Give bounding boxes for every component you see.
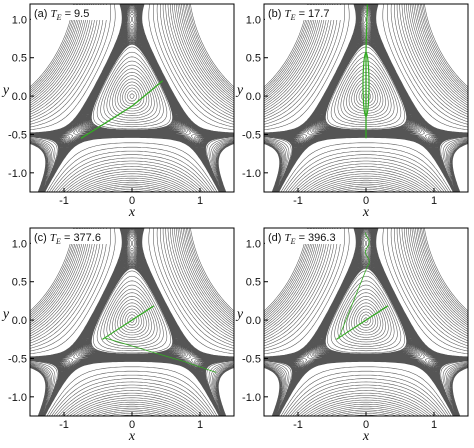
y-tick-label: 1.0 bbox=[12, 238, 27, 250]
trajectory-line bbox=[365, 4, 369, 139]
y-tick-label: 0.0 bbox=[12, 315, 27, 327]
y-tick-label: 0.5 bbox=[246, 53, 261, 65]
x-axis-label: x bbox=[362, 205, 370, 220]
trajectory-line bbox=[80, 80, 164, 139]
x-tick-label: 1 bbox=[197, 419, 203, 431]
panel-label: (a) TE = 9.5 bbox=[34, 8, 89, 22]
x-tick-label: 1 bbox=[431, 195, 437, 207]
contour-lines bbox=[30, 228, 234, 416]
y-tick-label: -0.5 bbox=[8, 129, 27, 141]
contour-lines bbox=[264, 228, 468, 416]
contour-path bbox=[30, 228, 234, 416]
y-tick-label: 1.0 bbox=[246, 14, 261, 26]
panel-c: -1 0 1 -1.0 -0.5 0.0 0.5 1.0 x y (c) TE = 377.6 bbox=[1, 227, 235, 444]
y-tick-label: -0.5 bbox=[8, 353, 27, 365]
panel-label-bg bbox=[265, 229, 343, 244]
contour-path bbox=[264, 228, 468, 416]
x-tick-label: 0 bbox=[129, 195, 135, 207]
y-tick-label: 0.5 bbox=[246, 277, 261, 289]
y-tick-label: 0.0 bbox=[246, 91, 261, 103]
y-tick-label: -0.5 bbox=[242, 129, 261, 141]
y-tick-label: 1.0 bbox=[12, 14, 27, 26]
x-axis-label: x bbox=[128, 205, 136, 220]
x-tick-label: 1 bbox=[431, 419, 437, 431]
y-tick-label: -1.0 bbox=[8, 168, 27, 180]
panel-a: -1 0 1 -1.0 -0.5 0.0 0.5 1.0 x y (a) TE = 9.5 bbox=[1, 3, 235, 220]
x-tick-label: -1 bbox=[293, 419, 303, 431]
x-tick-label: -1 bbox=[293, 195, 303, 207]
panel-label-bg bbox=[265, 5, 343, 20]
x-tick-label: 1 bbox=[197, 195, 203, 207]
x-axis-label: x bbox=[128, 429, 136, 444]
panel-label: (c) TE = 377.6 bbox=[34, 232, 101, 246]
x-axis-label: x bbox=[362, 429, 370, 444]
y-tick-label: 0.0 bbox=[246, 315, 261, 327]
x-tick-label: 0 bbox=[129, 419, 135, 431]
contour-path bbox=[264, 4, 468, 192]
y-tick-label: 0.0 bbox=[12, 91, 27, 103]
panel-label: (b) TE = 17.7 bbox=[268, 8, 329, 22]
panel-label-bg bbox=[31, 229, 109, 244]
panel-label-bg bbox=[31, 5, 109, 20]
contour-lines bbox=[264, 4, 468, 192]
y-tick-label: 1.0 bbox=[246, 238, 261, 250]
y-axis-label: y bbox=[1, 83, 10, 98]
panel-label: (d) TE = 396.3 bbox=[268, 232, 336, 246]
y-tick-label: 0.5 bbox=[12, 277, 27, 289]
x-tick-label: 0 bbox=[363, 195, 369, 207]
x-tick-label: 0 bbox=[363, 419, 369, 431]
trajectory-line bbox=[102, 305, 217, 373]
contour-path bbox=[30, 4, 234, 192]
y-axis-label: y bbox=[1, 307, 10, 322]
trajectory-line bbox=[336, 232, 389, 340]
y-tick-label: -0.5 bbox=[242, 353, 261, 365]
x-tick-label: -1 bbox=[59, 195, 69, 207]
panel-d: -1 0 1 -1.0 -0.5 0.0 0.5 1.0 x y (d) TE = 396.3 bbox=[235, 227, 469, 444]
trajectory-loop bbox=[362, 52, 370, 118]
y-tick-label: -1.0 bbox=[8, 392, 27, 404]
y-axis-label: y bbox=[235, 83, 244, 98]
panel-b: -1 0 1 -1.0 -0.5 0.0 0.5 1.0 x y (b) TE = 17.7 bbox=[235, 3, 469, 220]
y-tick-label: 0.5 bbox=[12, 53, 27, 65]
y-tick-label: -1.0 bbox=[242, 392, 261, 404]
contour-lines bbox=[30, 4, 234, 192]
x-tick-label: -1 bbox=[59, 419, 69, 431]
y-axis-label: y bbox=[235, 307, 244, 322]
y-tick-label: -1.0 bbox=[242, 168, 261, 180]
